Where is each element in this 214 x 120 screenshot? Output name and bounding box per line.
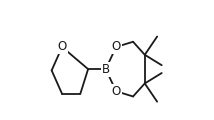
Text: B: B	[102, 63, 110, 76]
Text: O: O	[57, 40, 67, 54]
Text: O: O	[111, 40, 121, 54]
Text: O: O	[111, 85, 121, 98]
